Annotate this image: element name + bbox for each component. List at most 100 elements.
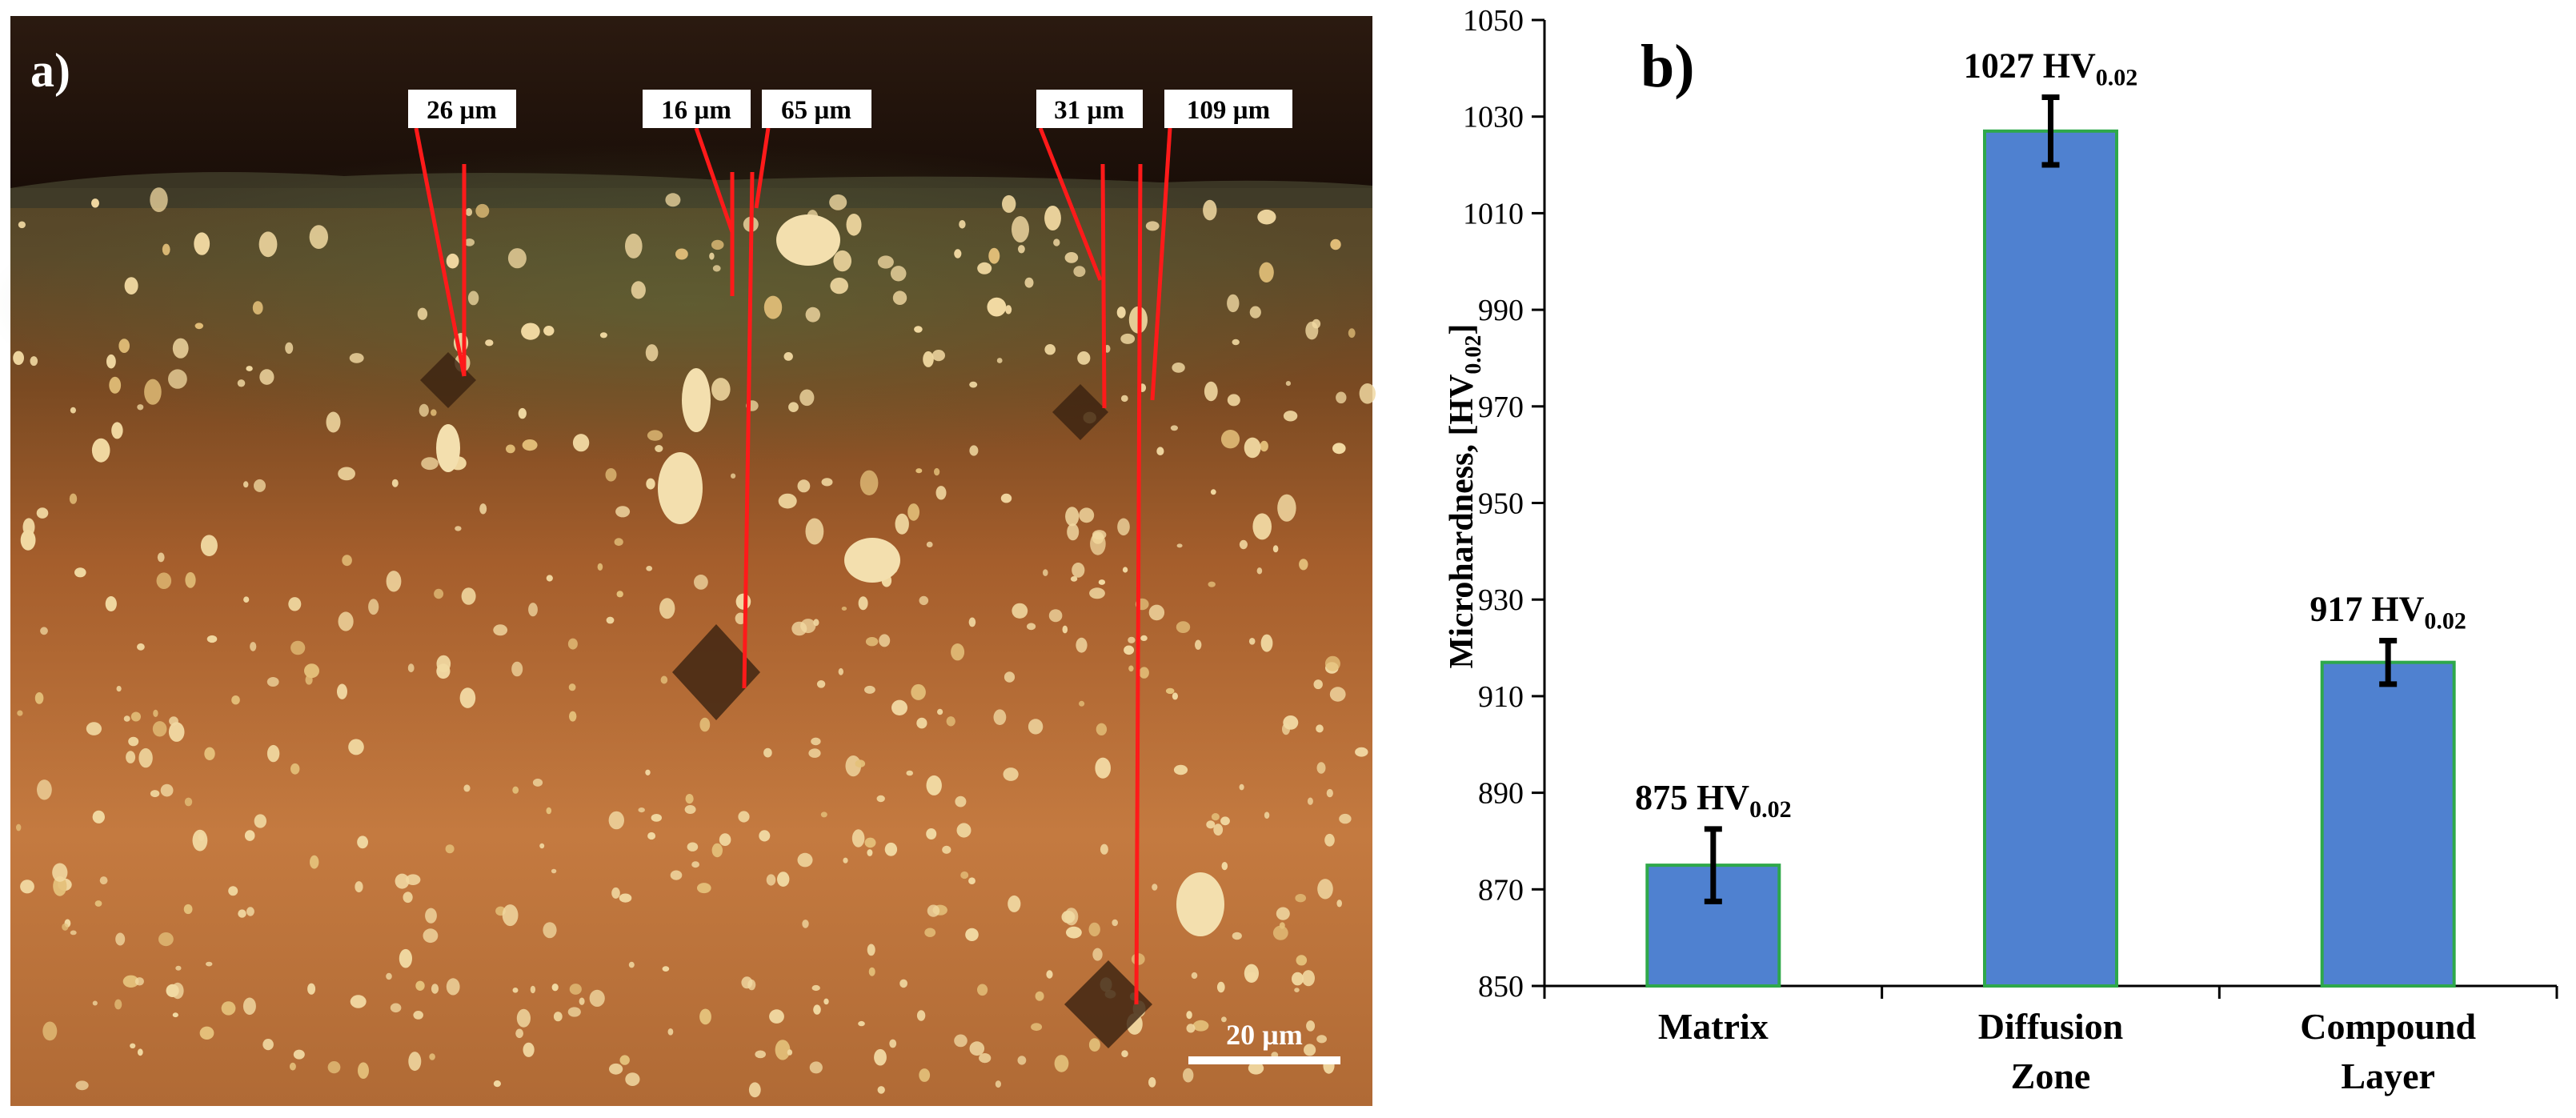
carbide-particle — [1248, 1062, 1264, 1075]
carbide-particle — [858, 596, 868, 611]
carbide-particle — [348, 739, 364, 755]
carbide-particle — [262, 1039, 274, 1051]
carbide-particle — [805, 518, 824, 545]
carbide-particle — [183, 904, 193, 915]
carbide-particle — [605, 468, 617, 482]
carbide-particle — [419, 403, 429, 417]
carbide-particle — [838, 667, 844, 675]
carbide-particle — [879, 634, 891, 647]
carbide-particle — [1294, 988, 1300, 992]
carbide-particle — [1355, 747, 1368, 757]
carbide-particle — [1339, 813, 1352, 824]
y-tick-label: 890 — [1478, 777, 1524, 811]
carbide-particle — [942, 845, 951, 854]
carbide-particle — [415, 980, 425, 992]
carbide-particle — [326, 411, 341, 433]
carbide-particle — [711, 239, 724, 250]
carbide-particle — [1062, 625, 1068, 634]
depth-line-109-vertical — [1134, 163, 1143, 1005]
carbide-particle — [126, 751, 136, 763]
carbide-particle — [631, 281, 646, 299]
data-label: 875 HV0.02 — [1635, 778, 1792, 823]
carbide-particle — [868, 967, 875, 976]
carbide-particle — [1064, 908, 1079, 926]
carbide-particle — [1120, 333, 1136, 344]
carbide-particle — [1208, 581, 1216, 587]
carbide-particle — [36, 507, 49, 519]
carbide-particle — [775, 1040, 791, 1060]
y-axis-title-main: Microhardness, [HV — [1444, 375, 1480, 669]
carbide-particle — [310, 855, 319, 869]
y-axis-title: Microhardness, [HV0.02] — [1444, 324, 1486, 669]
carbide-particle — [1279, 922, 1285, 929]
carbide-particle — [911, 683, 926, 700]
carbide-particle — [927, 904, 940, 917]
carbide-particle — [254, 479, 266, 492]
carbide-particle — [1088, 1038, 1100, 1052]
carbide-particle — [891, 699, 907, 715]
y-tick-label: 970 — [1478, 391, 1524, 424]
carbide-particle — [951, 643, 965, 661]
carbide-particle — [358, 1062, 369, 1079]
hardness-indents — [420, 352, 1152, 1048]
carbide-particle — [783, 352, 793, 361]
carbide-particle — [243, 481, 249, 488]
carbide-particle — [172, 1012, 178, 1018]
carbide-particle — [137, 404, 144, 411]
carbide-particle — [1176, 621, 1191, 633]
carbide-particle — [507, 248, 527, 269]
carbide-particle — [1176, 543, 1183, 548]
carbide-particle — [954, 249, 962, 258]
carbide-particle — [808, 748, 821, 758]
carbide-particle — [512, 988, 519, 993]
y-tick-label: 1030 — [1463, 101, 1524, 134]
carbide-particle — [516, 1008, 531, 1028]
carbide-particle — [395, 873, 410, 889]
carbide-particle — [309, 225, 328, 249]
carbide-particle — [1276, 907, 1290, 920]
carbide-particle — [502, 904, 519, 927]
carbide-particle — [843, 857, 848, 864]
carbide-particle — [934, 467, 940, 476]
carbide-particle — [655, 445, 663, 452]
carbide-particle — [1332, 443, 1346, 455]
carbide-particle — [956, 823, 972, 838]
carbide-particle — [691, 861, 699, 868]
carbide-particle — [969, 445, 979, 456]
carbide-particle — [551, 984, 559, 992]
carbide-particle — [13, 351, 24, 365]
carbide-particle — [1264, 811, 1270, 819]
depth-label-16: 16 µm — [661, 96, 731, 125]
carbide-particle — [479, 503, 487, 515]
carbide-particle — [153, 709, 158, 718]
carbide-particle — [1072, 563, 1085, 578]
carbide-particle — [820, 811, 827, 818]
carbide-particle — [937, 708, 943, 715]
carbide-particle — [1324, 833, 1335, 847]
carbide-particle — [92, 1000, 98, 1006]
carbide-particle-large — [436, 424, 460, 472]
carbide-particle — [86, 722, 102, 735]
carbide-particle — [1064, 252, 1079, 263]
carbide-particle — [1183, 1068, 1194, 1083]
carbide-particle — [1088, 922, 1100, 937]
carbide-particle — [1283, 411, 1298, 422]
carbide-particle — [1306, 1020, 1316, 1032]
micrograph-panel: 26 µm 16 µm 65 µm 31 µm 109 µm a) 20 µm — [0, 16, 1376, 1106]
carbide-particle — [266, 677, 279, 687]
carbide-particle — [914, 326, 923, 333]
data-label-main: 1027 HV — [1964, 46, 2096, 86]
carbide-particle — [1260, 440, 1268, 452]
carbide-particle — [1027, 623, 1036, 631]
carbide-particle — [551, 868, 557, 874]
carbide-particle — [1170, 425, 1178, 431]
carbide-particle — [1203, 199, 1217, 221]
carbide-particle — [926, 775, 942, 795]
carbide-particle — [1065, 507, 1080, 527]
carbide-particle — [446, 253, 459, 269]
y-axis-title-sub: 0.02 — [1461, 335, 1486, 375]
carbide-particle — [91, 198, 99, 208]
carbide-particle — [156, 572, 172, 589]
carbide-particle — [465, 208, 473, 216]
carbide-particle — [1100, 844, 1108, 855]
